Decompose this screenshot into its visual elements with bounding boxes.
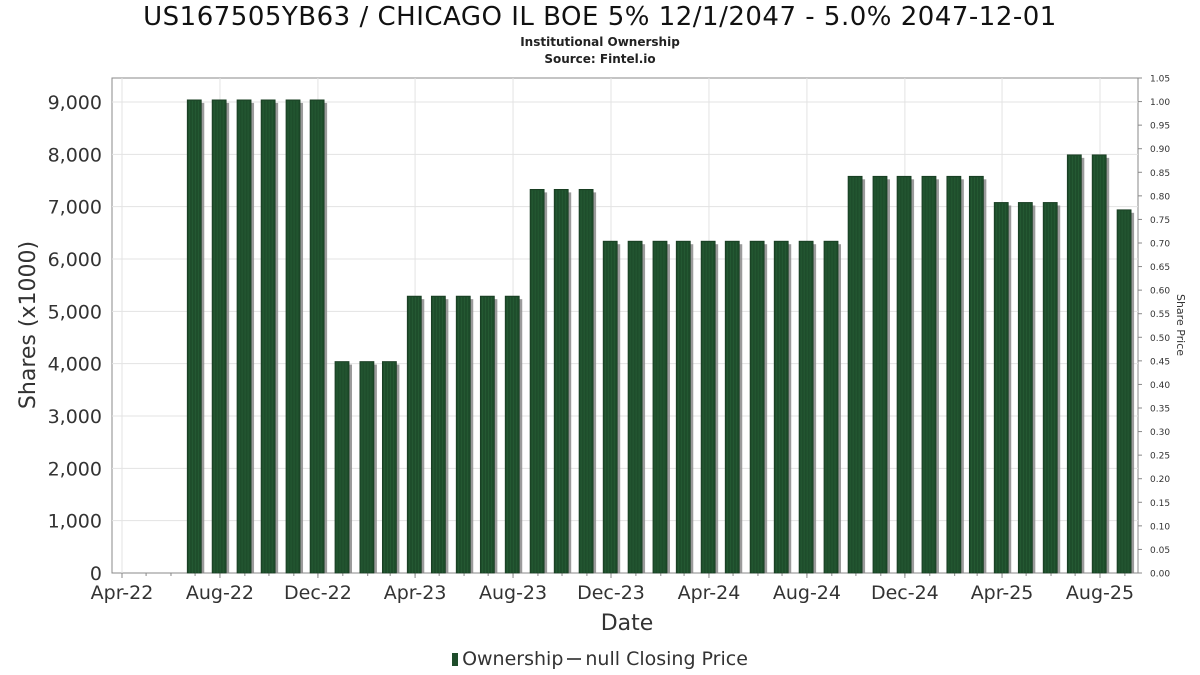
y2-tick-label: 0.80 bbox=[1150, 192, 1170, 202]
y2-tick-label: 0.25 bbox=[1150, 452, 1170, 462]
ownership-bar bbox=[700, 240, 716, 574]
y2-tick-label: 0.90 bbox=[1150, 145, 1170, 155]
ownership-bar bbox=[946, 175, 962, 574]
x-tick-label: Dec-24 bbox=[871, 582, 939, 604]
ownership-bar bbox=[236, 99, 252, 574]
legend-closing-price-swatch bbox=[567, 658, 582, 660]
ownership-bar bbox=[1091, 154, 1107, 574]
ownership-bar bbox=[652, 240, 668, 574]
ownership-bar bbox=[455, 295, 471, 574]
y2-tick-label: 0.95 bbox=[1150, 122, 1170, 132]
y-tick-label: 3,000 bbox=[48, 406, 102, 428]
x-tick-label: Dec-22 bbox=[284, 582, 352, 604]
y-tick-label: 9,000 bbox=[48, 92, 102, 114]
ownership-bar bbox=[675, 240, 691, 574]
y2-tick-label: 0.45 bbox=[1150, 357, 1170, 367]
y-tick-label: 5,000 bbox=[48, 301, 102, 323]
ownership-bar bbox=[359, 361, 375, 574]
ownership-bar bbox=[993, 202, 1009, 574]
x-axis-title: Date bbox=[601, 611, 654, 636]
y-tick-label: 6,000 bbox=[48, 249, 102, 271]
x-tick-label: Aug-22 bbox=[186, 582, 254, 604]
y2-tick-label: 0.50 bbox=[1150, 334, 1170, 344]
ownership-bar bbox=[1066, 154, 1082, 574]
chart-title: US167505YB63 / CHICAGO IL BOE 5% 12/1/20… bbox=[143, 2, 1057, 32]
ownership-bar bbox=[1116, 209, 1132, 574]
legend-ownership-swatch bbox=[452, 653, 459, 666]
plot-area bbox=[111, 77, 1139, 574]
x-tick-label: Apr-23 bbox=[384, 582, 447, 604]
y2-tick-label: 1.00 bbox=[1150, 98, 1170, 108]
ownership-bar bbox=[627, 240, 643, 574]
y-tick-label: 4,000 bbox=[48, 354, 102, 376]
ownership-bar bbox=[773, 240, 789, 574]
ownership-bar bbox=[968, 175, 984, 574]
y-tick-label: 0 bbox=[90, 563, 102, 585]
ownership-bar bbox=[479, 295, 495, 574]
y2-tick-label: 0.40 bbox=[1150, 381, 1170, 391]
ownership-bar bbox=[211, 99, 227, 574]
ownership-bar bbox=[260, 99, 276, 574]
ownership-bar bbox=[381, 361, 397, 574]
ownership-bar bbox=[504, 295, 520, 574]
chart-subtitle: Institutional Ownership bbox=[520, 35, 680, 49]
y2-tick-label: 0.70 bbox=[1150, 240, 1170, 250]
y-tick-label: 1,000 bbox=[48, 511, 102, 533]
ownership-bar bbox=[847, 175, 863, 574]
y2-tick-label: 0.20 bbox=[1150, 475, 1170, 485]
chart-legend: Ownership null Closing Price bbox=[0, 648, 1200, 670]
y2-tick-label: 0.10 bbox=[1150, 522, 1170, 532]
y2-tick-label: 0.15 bbox=[1150, 499, 1170, 509]
ownership-bar bbox=[896, 175, 912, 574]
chart-source: Source: Fintel.io bbox=[544, 52, 656, 66]
y2-tick-label: 0.60 bbox=[1150, 287, 1170, 297]
ownership-bar bbox=[872, 175, 888, 574]
y-tick-label: 8,000 bbox=[48, 144, 102, 166]
ownership-bar bbox=[578, 188, 594, 574]
x-tick-label: Aug-23 bbox=[479, 582, 547, 604]
x-tick-label: Dec-23 bbox=[577, 582, 645, 604]
ownership-bar bbox=[186, 99, 202, 574]
ownership-bar bbox=[921, 175, 937, 574]
ownership-bar bbox=[334, 361, 350, 574]
legend-closing-price-label: null Closing Price bbox=[585, 648, 748, 670]
y2-axis-title: Share Price bbox=[1174, 294, 1187, 356]
ownership-bar bbox=[823, 240, 839, 574]
y2-tick-label: 0.75 bbox=[1150, 216, 1170, 226]
y2-tick-label: 0.30 bbox=[1150, 428, 1170, 438]
y2-tick-label: 0.00 bbox=[1150, 570, 1170, 580]
y2-tick-label: 0.05 bbox=[1150, 546, 1170, 556]
ownership-bar bbox=[309, 99, 325, 574]
y2-tick-label: 0.85 bbox=[1150, 169, 1170, 179]
y-tick-label: 2,000 bbox=[48, 458, 102, 480]
ownership-bar bbox=[529, 188, 545, 574]
x-tick-label: Aug-24 bbox=[773, 582, 841, 604]
ownership-bar bbox=[1042, 202, 1058, 574]
ownership-bar bbox=[1017, 202, 1033, 574]
y2-tick-label: 0.65 bbox=[1150, 263, 1170, 273]
y2-tick-label: 0.35 bbox=[1150, 405, 1170, 415]
ownership-bar bbox=[406, 295, 422, 574]
y2-tick-label: 0.55 bbox=[1150, 310, 1170, 320]
ownership-bar bbox=[602, 240, 618, 574]
x-tick-label: Apr-24 bbox=[678, 582, 741, 604]
x-tick-label: Aug-25 bbox=[1066, 582, 1134, 604]
ownership-bar bbox=[430, 295, 446, 574]
y-axis-title: Shares (x1000) bbox=[16, 241, 41, 409]
x-tick-label: Apr-25 bbox=[971, 582, 1034, 604]
ownership-bar bbox=[285, 99, 301, 574]
y-tick-label: 7,000 bbox=[48, 197, 102, 219]
ownership-bar bbox=[749, 240, 765, 574]
ownership-bar bbox=[724, 240, 740, 574]
x-tick-label: Apr-22 bbox=[91, 582, 154, 604]
ownership-bar bbox=[553, 188, 569, 574]
y2-tick-label: 1.05 bbox=[1150, 75, 1170, 85]
ownership-bar bbox=[798, 240, 814, 574]
legend-ownership-label: Ownership bbox=[462, 648, 564, 670]
